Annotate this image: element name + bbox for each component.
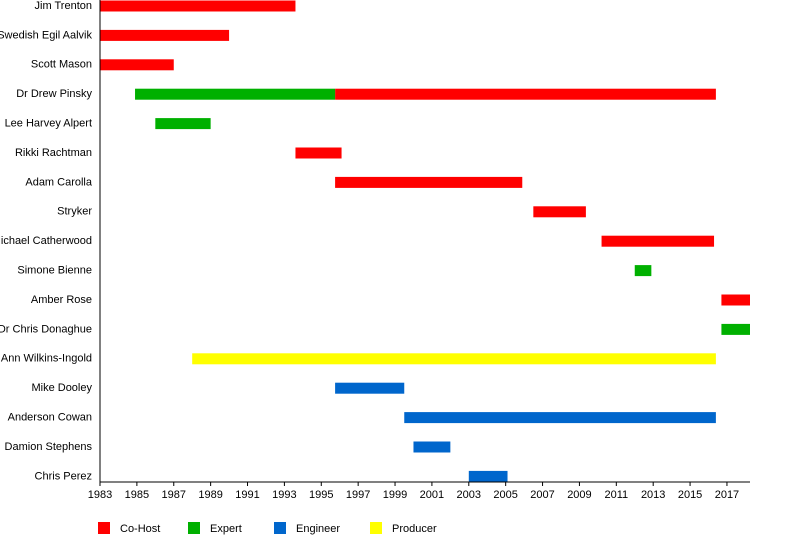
bar <box>135 88 336 100</box>
x-tick-label: 2003 <box>457 489 481 501</box>
legend-label: Co-Host <box>120 523 160 535</box>
bar <box>100 0 296 12</box>
bar <box>100 29 230 41</box>
row-label: Damion Stephens <box>5 441 93 453</box>
row-label: Rikki Rachtman <box>15 147 92 159</box>
row-label: Jim Trenton <box>35 0 92 12</box>
x-tick-label: 1997 <box>346 489 370 501</box>
row-label: Amber Rose <box>31 294 92 306</box>
bar <box>721 294 750 306</box>
legend-label: Producer <box>392 523 437 535</box>
legend-swatch <box>274 522 286 534</box>
x-tick-label: 2015 <box>678 489 702 501</box>
bar <box>100 59 174 71</box>
x-tick-label: 1987 <box>162 489 186 501</box>
bar <box>634 265 652 277</box>
legend-swatch <box>370 522 382 534</box>
bar <box>601 235 715 247</box>
legend-swatch <box>188 522 200 534</box>
x-tick-label: 2001 <box>420 489 444 501</box>
x-tick-label: 2017 <box>715 489 739 501</box>
bar <box>335 88 716 100</box>
bar <box>335 176 523 188</box>
row-label: Adam Carolla <box>25 176 93 188</box>
x-tick-label: 1991 <box>235 489 259 501</box>
x-tick-label: 2013 <box>641 489 665 501</box>
x-tick-label: 1983 <box>88 489 112 501</box>
bar <box>468 470 508 482</box>
row-label: Lee Harvey Alpert <box>5 118 92 130</box>
x-tick-label: 1993 <box>272 489 296 501</box>
x-tick-label: 1989 <box>198 489 222 501</box>
x-tick-label: 2005 <box>493 489 517 501</box>
row-label: Anderson Cowan <box>8 412 92 424</box>
x-tick-label: 1985 <box>125 489 149 501</box>
legend-label: Engineer <box>296 523 340 535</box>
bar <box>295 147 342 159</box>
legend-swatch <box>98 522 110 534</box>
row-label: Swedish Egil Aalvik <box>0 29 92 41</box>
bar <box>192 353 716 365</box>
row-label: Mike Dooley <box>31 382 92 394</box>
bar <box>404 412 716 424</box>
x-tick-label: 1995 <box>309 489 333 501</box>
bar <box>413 441 451 453</box>
row-label: Dr Drew Pinsky <box>16 88 92 100</box>
x-tick-label: 2007 <box>530 489 554 501</box>
row-label: Ann Wilkins-Ingold <box>1 353 92 365</box>
row-label: Scott Mason <box>31 59 92 71</box>
row-label: Stryker <box>57 206 92 218</box>
legend-label: Expert <box>210 523 242 535</box>
bar <box>533 206 586 218</box>
bar <box>335 382 405 394</box>
row-label: Dr Chris Donaghue <box>0 323 92 335</box>
row-label: Simone Bienne <box>17 265 92 277</box>
x-tick-label: 2011 <box>604 489 628 501</box>
bar <box>721 323 750 335</box>
x-tick-label: 1999 <box>383 489 407 501</box>
row-label: Michael Catherwood <box>0 235 92 247</box>
x-tick-label: 2009 <box>567 489 591 501</box>
row-label: Chris Perez <box>35 470 92 482</box>
bar <box>155 118 211 130</box>
